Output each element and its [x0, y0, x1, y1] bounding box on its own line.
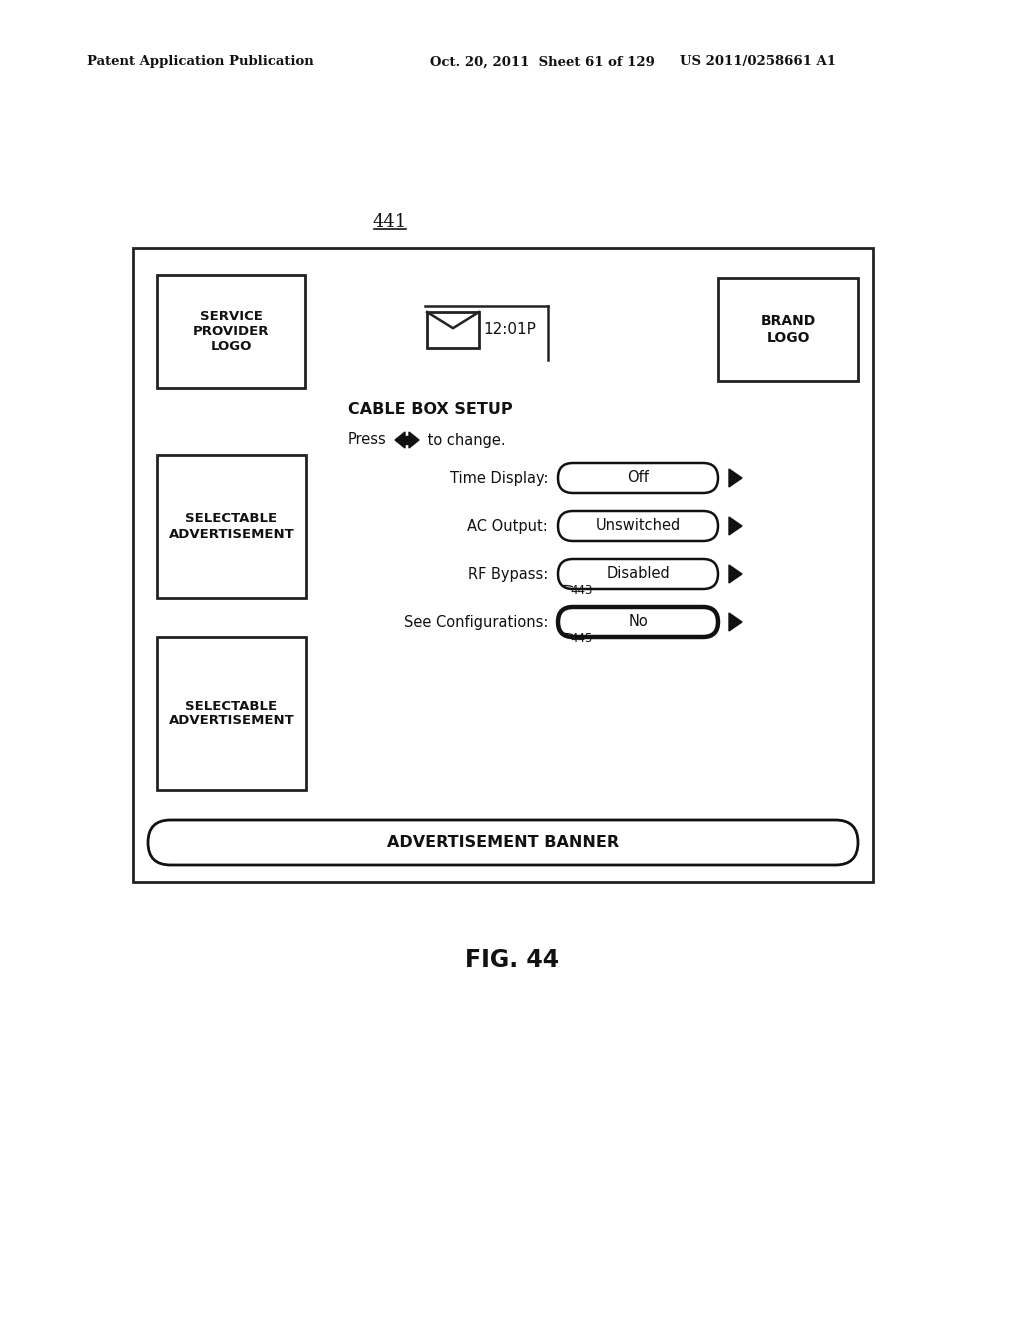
Polygon shape: [409, 432, 419, 447]
Text: 445: 445: [570, 631, 592, 644]
Bar: [406, 436, 409, 444]
Bar: [157, 638, 306, 789]
Text: SELECTABLE
ADVERTISEMENT: SELECTABLE ADVERTISEMENT: [169, 512, 294, 540]
Text: RF Bypass:: RF Bypass:: [468, 566, 548, 582]
Text: FIG. 44: FIG. 44: [465, 948, 559, 972]
Text: 441: 441: [373, 213, 408, 231]
Polygon shape: [729, 469, 742, 487]
Text: to change.: to change.: [423, 433, 506, 447]
Text: ADVERTISEMENT BANNER: ADVERTISEMENT BANNER: [387, 836, 620, 850]
FancyBboxPatch shape: [148, 820, 858, 865]
Text: See Configurations:: See Configurations:: [403, 615, 548, 630]
Polygon shape: [729, 565, 742, 583]
Text: US 2011/0258661 A1: US 2011/0258661 A1: [680, 55, 836, 69]
Text: Patent Application Publication: Patent Application Publication: [87, 55, 313, 69]
Text: Oct. 20, 2011  Sheet 61 of 129: Oct. 20, 2011 Sheet 61 of 129: [430, 55, 655, 69]
Bar: [718, 279, 858, 381]
FancyBboxPatch shape: [558, 511, 718, 541]
Text: AC Output:: AC Output:: [467, 519, 548, 533]
Polygon shape: [395, 432, 406, 447]
FancyBboxPatch shape: [558, 463, 718, 492]
Bar: [427, 312, 479, 348]
Polygon shape: [729, 612, 742, 631]
Text: Disabled: Disabled: [606, 566, 670, 582]
Bar: [157, 275, 305, 388]
Polygon shape: [729, 517, 742, 535]
Text: No: No: [628, 615, 648, 630]
Text: 12:01P: 12:01P: [483, 322, 536, 338]
Bar: [133, 248, 873, 882]
Text: 443: 443: [570, 583, 592, 597]
Text: BRAND
LOGO: BRAND LOGO: [761, 314, 816, 345]
Text: Time Display:: Time Display:: [450, 470, 548, 486]
Bar: [157, 455, 306, 598]
Text: Press: Press: [348, 433, 387, 447]
Text: Unswitched: Unswitched: [595, 519, 681, 533]
Text: SERVICE
PROVIDER
LOGO: SERVICE PROVIDER LOGO: [193, 310, 269, 352]
Text: Off: Off: [627, 470, 649, 486]
FancyBboxPatch shape: [558, 558, 718, 589]
FancyBboxPatch shape: [558, 607, 718, 638]
Text: CABLE BOX SETUP: CABLE BOX SETUP: [348, 403, 513, 417]
Text: SELECTABLE
ADVERTISEMENT: SELECTABLE ADVERTISEMENT: [169, 700, 294, 727]
